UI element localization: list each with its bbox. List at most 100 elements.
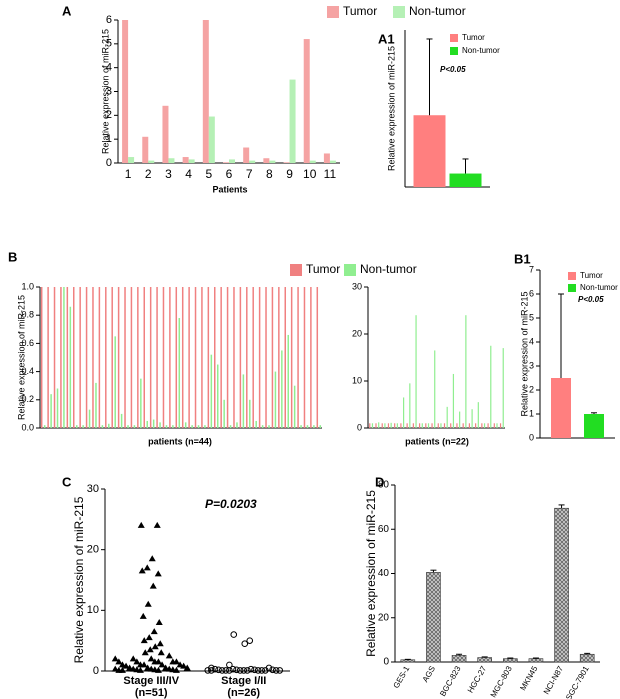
x-tick-label: 4 xyxy=(185,167,192,181)
bar xyxy=(477,657,492,663)
y-tick-label: 20 xyxy=(87,544,99,556)
bar xyxy=(188,287,190,428)
x-tick-label: NCI-N87 xyxy=(542,664,566,696)
bar xyxy=(214,287,216,428)
bar xyxy=(271,287,274,428)
x-axis-label: patients (n=44) xyxy=(148,436,212,446)
bar xyxy=(98,287,101,428)
y-tick-label: 5 xyxy=(106,38,112,50)
point xyxy=(155,618,163,625)
bar xyxy=(127,425,129,428)
bar xyxy=(284,287,286,428)
bar xyxy=(111,287,113,428)
bar xyxy=(406,423,408,428)
point xyxy=(180,662,188,669)
bar xyxy=(105,287,107,428)
bar xyxy=(208,116,215,163)
bar xyxy=(415,315,417,428)
point xyxy=(233,666,240,674)
bar xyxy=(475,423,477,428)
bar xyxy=(229,425,232,428)
point xyxy=(208,667,215,674)
x-tick-label: MKN45 xyxy=(518,664,539,692)
x-tick-sublabel: (n=51) xyxy=(135,687,168,699)
point xyxy=(218,667,226,674)
bar xyxy=(503,658,518,663)
legend-swatch xyxy=(568,284,576,292)
bar xyxy=(421,423,423,428)
point xyxy=(129,655,137,662)
bar xyxy=(165,425,168,428)
bar xyxy=(120,413,123,428)
legend-swatch xyxy=(327,6,339,18)
bar xyxy=(310,287,312,428)
bar xyxy=(92,287,94,428)
point xyxy=(141,649,149,656)
bar xyxy=(390,422,392,428)
panel-label: A xyxy=(62,3,72,18)
bar xyxy=(551,378,571,438)
bar xyxy=(528,658,544,663)
bar xyxy=(69,306,72,428)
point xyxy=(230,631,238,638)
x-tick-label: GES-1 xyxy=(392,664,412,690)
bar xyxy=(101,425,104,428)
point xyxy=(156,640,164,647)
bar xyxy=(443,423,446,428)
bar xyxy=(384,423,386,428)
legend-label: Non-tumor xyxy=(409,4,466,18)
bar xyxy=(287,334,289,428)
y-tick-label: 1 xyxy=(529,408,534,418)
x-tick-label: 3 xyxy=(165,167,172,181)
point xyxy=(147,655,155,662)
bar xyxy=(76,425,78,428)
bar xyxy=(425,423,427,428)
bar xyxy=(56,388,59,428)
point xyxy=(229,665,237,673)
x-tick-label: BGC-823 xyxy=(438,664,463,698)
y-tick-label: 1 xyxy=(106,133,112,145)
bar xyxy=(496,423,498,428)
y-axis-label: Relative expression of miR-215 xyxy=(16,295,26,420)
bar xyxy=(122,20,129,163)
bar xyxy=(293,385,296,428)
bar xyxy=(162,105,169,163)
point xyxy=(146,646,154,653)
bar xyxy=(451,655,467,663)
point xyxy=(154,570,162,577)
bar xyxy=(201,287,203,428)
annotation: P=0.0203 xyxy=(205,497,257,511)
bar xyxy=(252,287,254,428)
bar xyxy=(456,423,458,428)
bar xyxy=(140,378,142,428)
point xyxy=(138,567,146,574)
y-tick-label: 2 xyxy=(106,109,112,121)
bar xyxy=(255,420,257,428)
bar xyxy=(378,422,380,428)
bar xyxy=(427,423,430,428)
x-tick-label: MGC-803 xyxy=(489,664,514,699)
bar xyxy=(278,287,280,428)
y-tick-label: 80 xyxy=(378,480,390,491)
bar xyxy=(554,507,569,663)
bar xyxy=(242,374,245,428)
point xyxy=(251,666,258,674)
bar xyxy=(477,402,479,428)
y-tick-label: 0.6 xyxy=(21,338,34,348)
y-axis-label: Relative expression of miR-215 xyxy=(364,490,378,657)
x-tick-sublabel: (n=26) xyxy=(227,687,260,699)
x-tick-label: SGC-7901 xyxy=(564,664,591,699)
bar xyxy=(88,409,91,428)
bar xyxy=(375,423,377,428)
bar xyxy=(274,371,277,428)
bar xyxy=(437,423,439,428)
bar xyxy=(418,423,421,428)
bar xyxy=(178,318,181,428)
bar xyxy=(243,147,250,163)
x-tick-label: 6 xyxy=(226,167,233,181)
bar xyxy=(233,287,235,428)
bar xyxy=(226,287,229,428)
point xyxy=(272,667,280,674)
x-tick-label: Stage III/IV xyxy=(123,675,179,687)
